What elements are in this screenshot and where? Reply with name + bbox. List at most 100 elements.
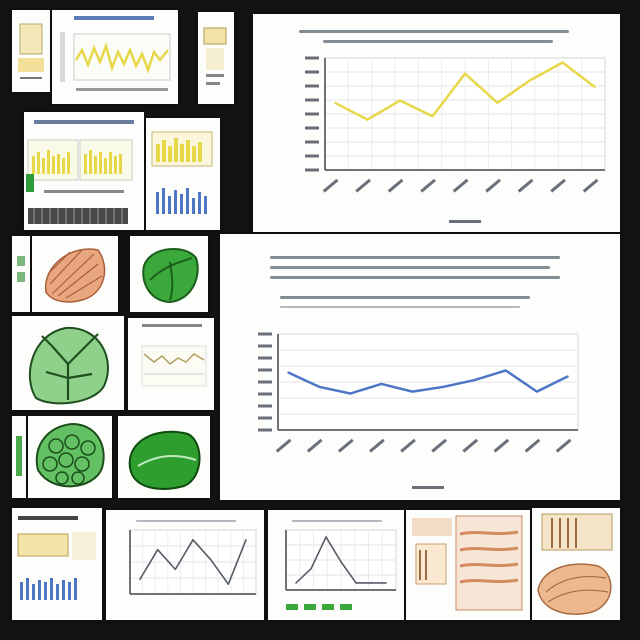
x-tick-label (550, 178, 566, 193)
y-tick-label (258, 428, 272, 432)
chart-grey-line-small-2 (268, 510, 404, 620)
data-point (156, 548, 159, 551)
y-tick-label (305, 98, 319, 102)
thumb-peach-shell (532, 508, 620, 620)
y-tick-label (305, 140, 319, 144)
y-tick-label (258, 392, 272, 396)
data-point (174, 568, 177, 571)
bar-dashboard-sketch (26, 120, 134, 224)
x-tick-label (337, 438, 354, 453)
x-tick-label (493, 438, 510, 453)
x-tick-label (431, 438, 448, 453)
grey-line-chart-1 (129, 529, 257, 595)
chart-subtitle-scribble (280, 296, 530, 299)
thumb-small-line-chart (128, 318, 214, 410)
data-point (318, 386, 320, 388)
data-point (496, 102, 499, 104)
y-tick-label (258, 380, 272, 384)
data-point (295, 582, 297, 584)
data-point (192, 539, 194, 541)
y-tick-label (258, 404, 272, 408)
peach-leaf-illustration (45, 248, 106, 303)
x-tick-label (517, 178, 534, 193)
legend-swatch (340, 604, 352, 610)
peach-diagram-illustration (412, 515, 523, 611)
thumb-green-leaf (130, 236, 208, 312)
bar-chart-blue-sketch (151, 131, 213, 214)
x-tick-label (452, 178, 469, 193)
y-tick-label (305, 168, 319, 172)
x-tick-label (306, 438, 323, 453)
legend-swatch (286, 604, 298, 610)
data-point (325, 536, 327, 538)
thumb-narrow-sketch (12, 236, 30, 312)
x-tick-label (400, 438, 416, 453)
wave-chart-sketch (60, 16, 171, 91)
thumb-document-small (12, 10, 50, 92)
data-point (227, 583, 230, 585)
chart-subtitle-scribble (323, 40, 553, 43)
x-tick-label (275, 438, 292, 453)
green-tree-illustration (28, 326, 109, 405)
data-point (473, 379, 476, 381)
grey-line-chart-2 (285, 529, 397, 610)
thumb-yellow-wave-chart (52, 10, 178, 104)
document-tall-sketch (203, 27, 227, 85)
data-point (287, 371, 289, 374)
thumb-report-page (12, 508, 102, 620)
thumb-green-cell-pattern (28, 416, 112, 498)
chart-title-scribble (270, 256, 560, 259)
y-tick-label (258, 356, 272, 360)
data-point (464, 72, 466, 75)
data-point (334, 102, 336, 104)
x-tick-label (462, 438, 479, 453)
data-point (399, 99, 401, 102)
chart-grey-line-small-1 (106, 510, 264, 620)
thumb-document-tall (198, 12, 234, 104)
chart-title-line-3 (270, 276, 560, 279)
data-point (349, 392, 352, 395)
thumb-green-tree-network (12, 316, 124, 410)
green-blob-illustration (128, 430, 201, 490)
x-tick-label (582, 178, 599, 193)
peach-shell-illustration (537, 513, 613, 615)
chart-title-scribble (299, 30, 569, 33)
y-tick-label (305, 70, 319, 74)
data-point (431, 115, 434, 118)
x-tick-label (420, 178, 436, 193)
x-tick-label (485, 178, 501, 193)
data-point (245, 539, 247, 541)
data-point (594, 86, 596, 88)
x-tick-label (322, 178, 339, 193)
legend-swatch (304, 604, 316, 610)
data-point (209, 558, 212, 561)
green-cell-illustration (35, 422, 105, 488)
data-point (561, 61, 564, 64)
x-tick-label (387, 178, 404, 193)
thumb-bar-chart-blue (146, 118, 220, 230)
data-point (366, 118, 369, 121)
thumb-peach-diagram (406, 510, 530, 620)
x-tick-label (555, 438, 572, 453)
blue-line-chart (258, 332, 579, 489)
y-tick-label (305, 154, 319, 158)
x-tick-label (355, 178, 371, 193)
narrow-sketch (17, 256, 25, 282)
data-point (139, 578, 141, 581)
green-leaf-illustration (142, 247, 199, 304)
data-point (385, 582, 387, 584)
data-point (380, 383, 383, 385)
y-tick-label (305, 126, 319, 130)
y-tick-label (305, 84, 319, 88)
data-point (355, 582, 357, 584)
legend-swatch (322, 604, 334, 610)
data-point (411, 390, 414, 393)
chart-title-scribble (136, 520, 236, 522)
narrow-sketch-2 (16, 436, 22, 476)
x-axis-label (449, 220, 481, 223)
thumb-narrow-sketch-2 (12, 416, 26, 498)
thumb-bar-dashboard (24, 112, 144, 230)
x-axis-label (412, 486, 444, 489)
thumb-green-blob (118, 416, 210, 498)
chart-subtitle-line-2 (280, 306, 520, 308)
